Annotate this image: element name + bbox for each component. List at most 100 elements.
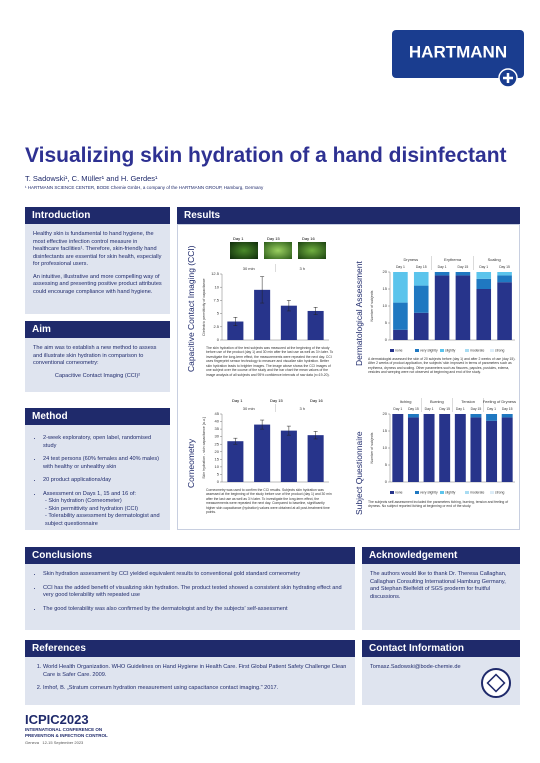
sublist-item: - Skin hydration (Corneometer)	[45, 498, 122, 505]
y-axis-label: Number of subjects	[370, 432, 374, 463]
y-tick-label: 0	[385, 337, 388, 342]
y-tick-label: 20	[215, 449, 220, 454]
error-bar	[260, 419, 265, 430]
paragraph: An intuitive, illustrative and more comp…	[33, 273, 162, 295]
footer-logo: ICPIC2023 INTERNATIONAL CONFERENCE ON PR…	[25, 712, 115, 745]
section-body: 2-week exploratory, open label, randomis…	[25, 425, 170, 530]
cci-image	[230, 242, 258, 259]
group-label: Dryness	[403, 257, 418, 262]
legend-swatch	[490, 491, 494, 494]
result-label: Capacitive Contact Imaging (CCI)	[186, 245, 196, 372]
bar-segment	[434, 272, 450, 276]
error-bar	[313, 307, 318, 315]
y-tick-label: 15	[383, 428, 388, 433]
y-tick-label: 35	[215, 426, 220, 431]
x-tick-label: Day 15	[502, 407, 513, 411]
error-bar	[233, 437, 238, 445]
y-tick-label: 2.5	[213, 324, 219, 329]
y-tick-label: 0	[385, 479, 388, 484]
bar-segment	[393, 272, 408, 303]
group-label: Feeling of Dryness	[483, 399, 516, 404]
error-bar	[313, 431, 318, 440]
bar-segment	[434, 275, 450, 340]
y-axis-label: Skin hydration - skin capacitance [a.u.]	[202, 417, 206, 479]
image-label: Day 16	[302, 236, 315, 241]
caption: A dermatologist assessed the skin of 20 …	[368, 357, 516, 375]
group-label: 3 h	[299, 266, 305, 271]
section-heading: Contact Information	[362, 640, 520, 657]
error-bar	[286, 300, 291, 312]
seal	[481, 668, 511, 698]
legend-label: moderate	[470, 490, 484, 494]
top-label: Day 15	[270, 398, 283, 403]
x-tick-label: Day 1	[487, 407, 496, 411]
section-heading: References	[25, 640, 355, 657]
result-label: Dermatological Assessment	[354, 261, 364, 366]
legend-swatch	[465, 349, 469, 352]
affiliation: ¹ HARTMANN SCIENCE CENTER, BODE Chemie G…	[25, 185, 264, 190]
chart: Number of subjects 0 5 10 15 20 Dryness Erythem…	[370, 256, 515, 352]
x-tick-label: Day 15	[416, 265, 427, 269]
bar-segment	[407, 417, 419, 482]
seal-mark	[486, 673, 506, 693]
x-tick-label: Day 1	[479, 265, 488, 269]
y-tick-label: 45	[215, 411, 220, 416]
bar	[254, 424, 271, 482]
cci-images: Day 1 Day 15 Day 16	[230, 236, 330, 260]
y-tick-label: 10	[383, 303, 388, 308]
method-name: Capacitive Contact Imaging (CCI)²	[54, 372, 141, 379]
cci-image	[264, 242, 292, 259]
list-item: 2-week exploratory, open label, randomis…	[43, 435, 162, 450]
section-heading: Results	[177, 207, 520, 224]
top-label: Day 16	[310, 398, 323, 403]
y-tick-label: 10	[383, 445, 388, 450]
legend-swatch	[465, 491, 469, 494]
title: Visualizing skin hydration of a hand dis…	[25, 144, 507, 167]
legend-swatch	[415, 349, 419, 352]
text: Skin hydration (Corneometer)	[48, 498, 122, 505]
conference-subtitle: INTERNATIONAL CONFERENCE ON PREVENTION &…	[25, 727, 108, 738]
y-tick-label: 7.5	[213, 297, 219, 302]
section-heading: Aim	[25, 321, 170, 338]
y-tick-label: 25	[215, 441, 220, 446]
caption: The skin hydration of the test subjects …	[206, 346, 334, 377]
y-tick-label: 5	[385, 462, 388, 467]
email: Tomasz.Sadowski@bode-chemie.de	[370, 664, 461, 670]
bar	[307, 310, 324, 340]
y-tick-label: 15	[215, 456, 220, 461]
y-tick-label: 0	[217, 479, 220, 484]
conference-place: Geneva 12-15 September 2023	[25, 740, 115, 745]
bar-segment	[393, 302, 408, 330]
legend-label: slightly	[445, 348, 456, 352]
error-bar	[233, 317, 238, 326]
section-body: The authors would like to thank Dr. Ther…	[362, 564, 520, 630]
group-label: Erythema	[444, 257, 462, 262]
group-label: Scaling	[488, 257, 501, 262]
legend-label: moderate	[470, 348, 484, 352]
logo-plus	[503, 73, 513, 83]
bar-segment	[470, 417, 482, 482]
section-heading: Method	[25, 408, 170, 425]
list-item: World Health Organization. WHO Guideline…	[43, 664, 347, 679]
y-tick-label: 40	[215, 419, 220, 424]
list-item: Assessment on Days 1, 15 and 16 of:	[43, 491, 162, 499]
group-label: Burning	[430, 399, 444, 404]
bar-segment	[486, 414, 498, 421]
list: Skin hydration assessment by CCI yielded…	[33, 571, 347, 613]
x-tick-label: Day 1	[396, 265, 405, 269]
legend-label: very slightly	[420, 348, 438, 352]
list: World Health Organization. WHO Guideline…	[33, 664, 347, 693]
x-tick-label: Day 15	[458, 265, 469, 269]
y-tick-label: 0	[217, 337, 220, 342]
section-heading: Acknowledgement	[362, 547, 520, 564]
x-tick-label: Day 15	[408, 407, 419, 411]
group-label: Tension	[461, 399, 475, 404]
bar	[280, 305, 297, 340]
error-bar	[260, 276, 265, 304]
bar-segment	[486, 420, 498, 482]
bar-segment	[497, 282, 512, 340]
group-label: Itching	[400, 399, 412, 404]
y-tick-label: 20	[383, 411, 388, 416]
list-item: Skin hydration assessment by CCI yielded…	[43, 571, 347, 579]
